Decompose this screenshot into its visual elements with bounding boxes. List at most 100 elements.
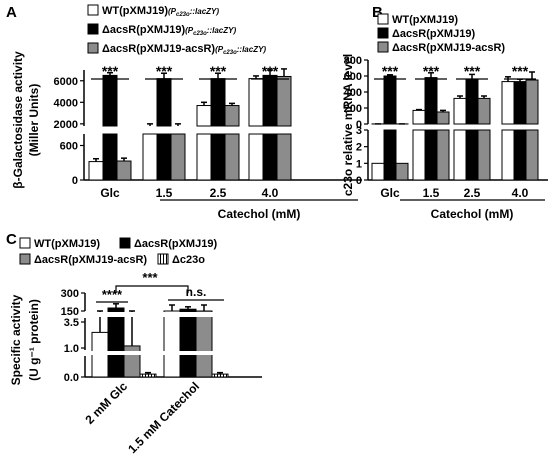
significance-stars: *** <box>382 63 399 79</box>
bar-lower <box>197 134 211 180</box>
significance-ns: n.s. <box>186 285 207 299</box>
xtick-label: 2.5 <box>210 186 227 200</box>
bar-lower <box>526 130 538 180</box>
ytick-upper-label: 400 <box>344 87 362 99</box>
legend-c-swatch-3 <box>158 254 168 264</box>
bar-lower <box>514 130 526 180</box>
significance-stars: **** <box>102 287 123 302</box>
legend-a-swatch-1 <box>88 24 98 34</box>
ytick-lower-label: 2 <box>356 142 362 154</box>
legend-b-label-1: ΔacsR(pXMJ19) <box>392 28 475 40</box>
bar <box>196 311 212 377</box>
xtick-label: 2.5 <box>464 186 481 200</box>
legend-c-label-1: ΔacsR(pXMJ19) <box>134 238 217 250</box>
panel-c: C WT(pXMJ19) ΔacsR(pXMJ19) ΔacsR(pXMJ19-… <box>6 231 262 456</box>
bar-upper <box>157 79 171 126</box>
bar-upper <box>103 75 117 126</box>
xtick-label: Glc <box>100 186 120 200</box>
bar <box>212 374 228 377</box>
xtick-label: 2 mM Glc <box>82 379 130 427</box>
bar-lower <box>225 134 239 180</box>
ytick-label: 300 <box>61 288 79 300</box>
panel-b-legend: WT(pXMJ19) ΔacsR(pXMJ19) ΔacsR(pXMJ19-ac… <box>378 14 505 54</box>
bar <box>140 374 156 377</box>
panel-c-ylabel-line2: (U g⁻¹ protein) <box>27 299 41 381</box>
bar-lower <box>157 134 171 180</box>
bar-upper <box>425 78 437 124</box>
bar <box>164 311 180 377</box>
significance-stars: *** <box>142 270 158 285</box>
bar-lower <box>454 130 466 180</box>
significance-stars: *** <box>156 63 173 79</box>
bar-upper <box>211 79 225 126</box>
panel-a-letter: A <box>6 4 17 21</box>
legend-b-label-2: ΔacsR(pXMJ19-acsR) <box>392 42 505 54</box>
ytick-label: 0.0 <box>64 372 79 384</box>
panel-a: A WT(pXMJ19)(Pc23o::lacZY) ΔacsR(pXMJ19)… <box>6 4 362 221</box>
panel-b-significance: *** *** *** *** <box>374 63 536 79</box>
legend-c-swatch-1 <box>120 238 130 248</box>
bar-upper <box>526 80 538 124</box>
ytick-lower-label: 1 <box>356 158 362 170</box>
significance-stars: *** <box>423 63 440 79</box>
panel-b: B WT(pXMJ19) ΔacsR(pXMJ19) ΔacsR(pXMJ19-… <box>341 4 548 221</box>
xtick-label: 1.5 <box>156 186 173 200</box>
panel-a-significance: *** *** *** *** <box>91 63 289 79</box>
significance-stars: *** <box>210 63 227 79</box>
legend-a-label-2: ΔacsR(pXMJ19-acsR)(Pc23o::lacZY) <box>102 43 266 56</box>
bar-upper <box>225 106 239 126</box>
legend-a-label-0: WT(pXMJ19)(Pc23o::lacZY) <box>102 5 219 18</box>
panel-c-significance: *******n.s. <box>96 270 224 302</box>
ytick-upper-label: 200 <box>344 103 362 115</box>
bar-lower <box>263 134 277 180</box>
bar-upper <box>249 79 263 126</box>
legend-c-swatch-2 <box>20 254 30 264</box>
ytick-upper-label: 6000 <box>54 76 78 88</box>
bar-lower <box>502 130 514 180</box>
bar <box>124 346 140 377</box>
ytick-lower-label: 3 <box>356 125 362 137</box>
significance-stars: *** <box>262 63 279 79</box>
xtick-label: 4.0 <box>512 186 529 200</box>
bar-lower <box>249 134 263 180</box>
legend-a-swatch-2 <box>88 43 98 53</box>
bar-upper <box>478 98 490 124</box>
bar-lower <box>425 130 437 180</box>
ytick-lower-label: 0 <box>356 175 362 187</box>
bar-lower <box>117 161 131 180</box>
panel-a-legend: WT(pXMJ19)(Pc23o::lacZY) ΔacsR(pXMJ19)(P… <box>88 5 266 56</box>
ytick-upper-label: 2000 <box>54 119 78 131</box>
significance-stars: *** <box>102 63 119 79</box>
legend-c-label-2: ΔacsR(pXMJ19-acsR) <box>34 254 147 266</box>
bar-lower <box>437 130 449 180</box>
panel-a-bars <box>89 69 291 180</box>
legend-a-label-1: ΔacsR(pXMJ19)(Pc23o::lacZY) <box>102 24 236 37</box>
panel-c-ylabel-line1: Specific activity <box>9 294 23 385</box>
panel-c-legend: WT(pXMJ19) ΔacsR(pXMJ19) ΔacsR(pXMJ19-ac… <box>20 238 217 266</box>
bar-upper <box>384 76 396 124</box>
xtick-label: Glc <box>380 186 400 200</box>
bar-lower <box>372 163 384 180</box>
ytick-label: 1.0 <box>64 343 79 355</box>
ytick-upper-label: 800 <box>344 55 362 67</box>
legend-b-swatch-1 <box>378 28 388 38</box>
bar-upper <box>454 98 466 124</box>
xtick-label: 1.5 <box>423 186 440 200</box>
legend-b-swatch-2 <box>378 42 388 52</box>
significance-stars: *** <box>512 63 529 79</box>
legend-c-swatch-0 <box>20 238 30 248</box>
bar <box>180 309 196 377</box>
panel-a-ylabel-line2: (Miller Units) <box>27 84 41 157</box>
legend-c-label-0: WT(pXMJ19) <box>34 238 100 250</box>
bar-upper <box>514 82 526 124</box>
bar-lower <box>478 130 490 180</box>
significance-stars: *** <box>464 63 481 79</box>
legend-b-label-0: WT(pXMJ19) <box>392 14 458 26</box>
bar-upper <box>437 112 449 124</box>
panel-b-bars <box>372 72 538 180</box>
bar-lower <box>103 134 117 180</box>
